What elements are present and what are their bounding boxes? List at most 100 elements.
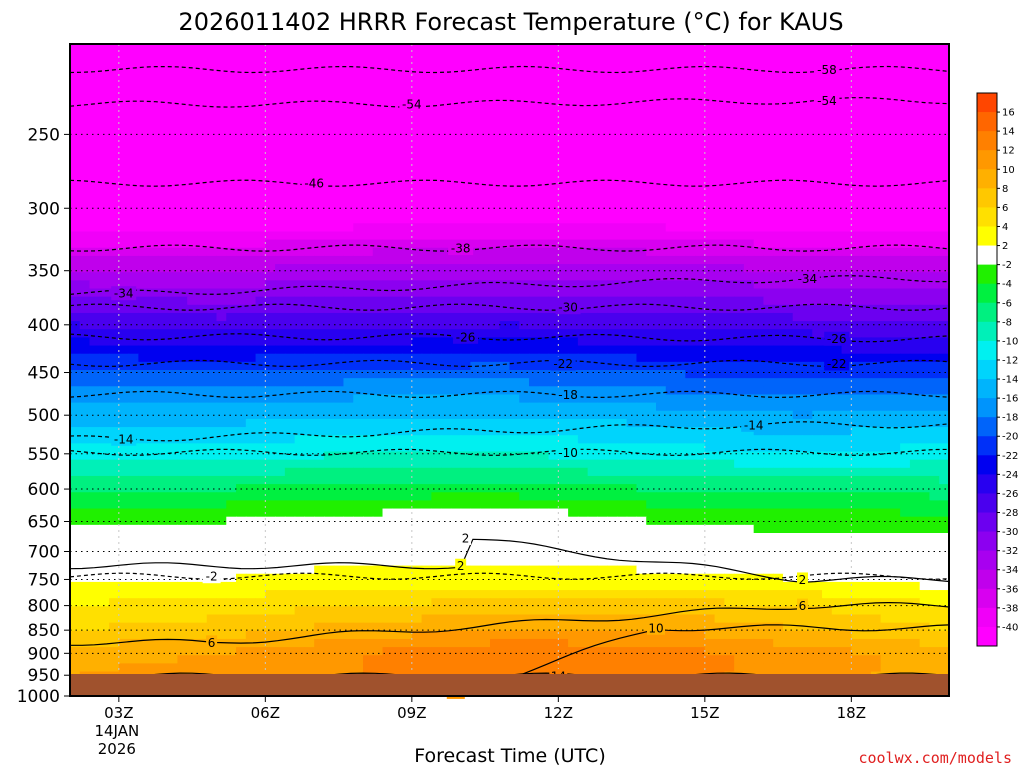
field-cell <box>861 198 872 208</box>
field-cell <box>782 378 794 387</box>
field-cell <box>382 44 393 53</box>
field-cell <box>89 247 100 257</box>
field-cell <box>939 198 949 208</box>
field-cell <box>919 329 931 338</box>
field-cell <box>343 492 354 501</box>
field-cell <box>196 223 208 233</box>
field-cell <box>480 467 491 477</box>
field-cell <box>831 223 843 233</box>
field-cell <box>157 125 169 135</box>
field-cell <box>616 345 628 355</box>
field-cell <box>294 231 305 241</box>
field-cell <box>148 264 159 273</box>
field-cell <box>167 304 179 314</box>
field-cell <box>128 92 139 102</box>
field-cell <box>216 52 227 61</box>
field-cell <box>685 141 696 151</box>
field-cell <box>900 247 911 257</box>
field-cell <box>822 149 833 159</box>
field-cell <box>548 288 559 298</box>
field-cell <box>226 321 237 330</box>
field-cell <box>568 60 579 70</box>
field-cell <box>509 337 520 347</box>
field-cell <box>568 215 579 224</box>
field-cell <box>392 329 403 338</box>
field-cell <box>499 272 511 281</box>
field-cell <box>939 451 949 461</box>
field-cell <box>597 312 608 322</box>
field-cell <box>323 158 335 167</box>
field-cell <box>226 255 237 265</box>
field-cell <box>812 76 823 86</box>
field-cell <box>470 223 481 233</box>
field-cell <box>519 321 530 330</box>
field-cell <box>529 451 540 461</box>
field-cell <box>597 475 608 485</box>
field-cell <box>900 386 911 396</box>
field-cell <box>128 321 139 330</box>
field-cell <box>636 141 647 151</box>
field-cell <box>499 296 511 306</box>
field-cell <box>626 296 638 306</box>
field-cell <box>714 215 725 224</box>
field-cell <box>216 386 227 396</box>
field-cell <box>743 272 755 281</box>
field-cell <box>196 378 208 387</box>
field-cell <box>763 435 774 444</box>
field-cell <box>304 239 315 249</box>
field-cell <box>538 337 550 347</box>
field-cell <box>138 255 149 265</box>
field-cell <box>470 76 481 86</box>
field-cell <box>734 370 745 379</box>
field-cell <box>392 492 403 501</box>
field-cell <box>919 231 931 241</box>
field-cell <box>773 174 784 184</box>
field-cell <box>714 361 725 371</box>
field-cell <box>245 125 257 135</box>
field-cell <box>70 418 81 428</box>
field-cell <box>675 44 686 53</box>
field-cell <box>695 92 706 102</box>
field-cell <box>99 418 110 428</box>
field-cell <box>89 288 100 298</box>
field-cell <box>870 321 882 330</box>
field-cell <box>489 264 501 273</box>
field-cell <box>519 378 530 387</box>
field-cell <box>187 190 198 200</box>
field-cell <box>216 84 227 94</box>
field-cell <box>519 255 530 265</box>
field-cell <box>782 76 794 86</box>
field-cell <box>646 443 657 453</box>
field-cell <box>656 207 667 216</box>
field-cell <box>109 418 120 428</box>
field-cell <box>743 149 755 159</box>
field-cell <box>929 378 940 387</box>
field-cell <box>675 92 686 102</box>
field-cell <box>255 296 266 306</box>
field-cell <box>255 92 266 102</box>
field-cell <box>753 84 765 94</box>
field-cell <box>548 345 559 355</box>
field-cell <box>294 52 305 61</box>
field-cell <box>323 418 335 428</box>
field-cell <box>99 198 110 208</box>
field-cell <box>900 231 911 241</box>
field-cell <box>753 223 765 233</box>
field-cell <box>529 459 540 469</box>
field-cell <box>206 370 218 379</box>
field-cell <box>929 52 940 61</box>
field-cell <box>626 402 638 412</box>
field-cell <box>831 190 843 200</box>
field-cell <box>284 52 296 61</box>
field-cell <box>441 207 452 216</box>
field-cell <box>265 182 276 192</box>
field-cell <box>695 109 706 118</box>
field-cell <box>226 231 237 241</box>
field-cell <box>196 239 208 249</box>
field-cell <box>851 133 862 143</box>
field-cell <box>99 394 110 404</box>
field-cell <box>314 329 325 338</box>
field-cell <box>734 117 745 127</box>
field-cell <box>724 60 735 70</box>
field-cell <box>70 272 81 281</box>
